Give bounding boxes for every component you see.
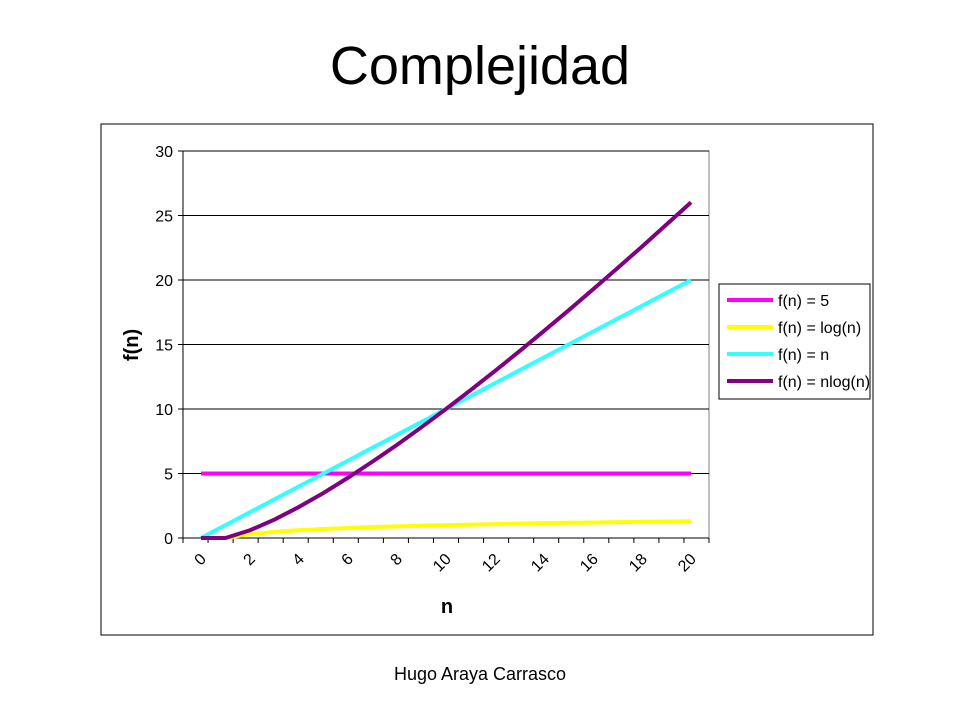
y-tick-label: 15: [155, 338, 173, 355]
legend: f(n) = 5 f(n) = log(n) f(n) = n f(n) = nlog…: [718, 283, 871, 400]
series-lines: [200, 200, 693, 540]
y-tick-labels: 0 5 10 15 20 25 30: [155, 144, 173, 548]
x-axis-label: n: [441, 596, 453, 618]
y-axis-label: f(n): [121, 329, 143, 361]
y-tick-label: 10: [155, 402, 173, 419]
y-tick-label: 5: [164, 467, 173, 484]
series-line-2: [201, 519, 692, 540]
y-tick-label: 0: [164, 531, 173, 548]
legend-label-1: f(n) = 5: [778, 293, 829, 310]
y-tick-label: 20: [155, 273, 173, 290]
legend-label-3: f(n) = n: [778, 347, 829, 364]
slide-title: Complejidad: [329, 36, 631, 96]
y-tick-label: 30: [155, 144, 173, 161]
footer-author: Hugo Araya Carrasco: [393, 664, 567, 684]
y-tick-label: 25: [155, 209, 173, 226]
legend-label-2: f(n) = log(n): [778, 320, 861, 337]
legend-label-4: f(n) = nlog(n): [778, 374, 870, 391]
axes: [178, 150, 710, 543]
series-line-4: [201, 200, 693, 540]
